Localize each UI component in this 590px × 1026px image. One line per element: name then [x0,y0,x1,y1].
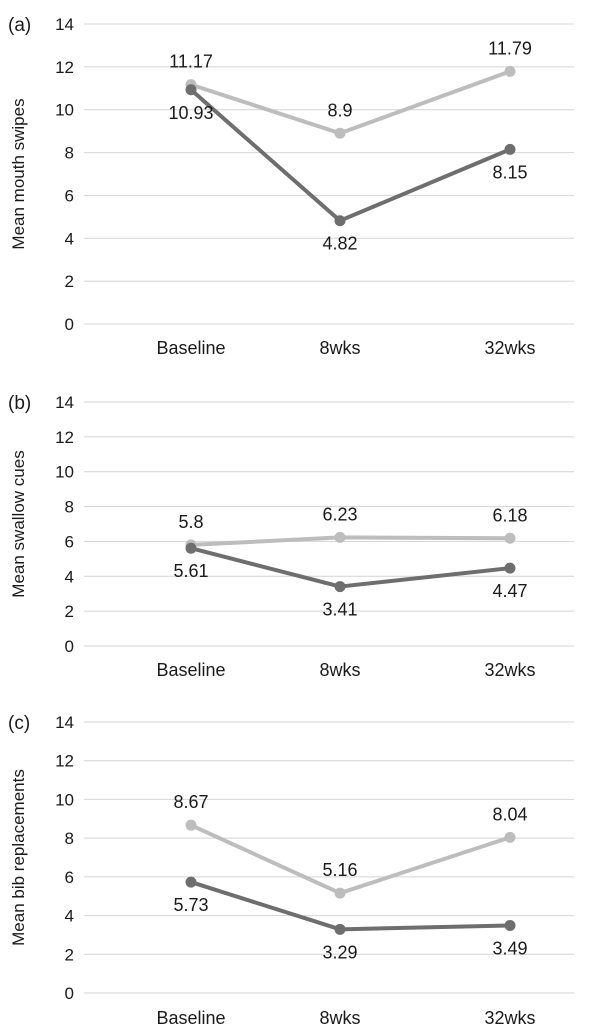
data-point [334,531,346,543]
y-tick-label: 12 [55,752,74,771]
data-point [334,215,346,227]
y-tick-label: 4 [65,907,74,926]
y-tick-label: 4 [65,229,74,248]
y-tick-label: 12 [55,428,74,447]
y-tick-label: 12 [55,58,74,77]
panel-label: (b) [8,393,31,414]
x-tick-label: 8wks [319,338,360,358]
data-label: 6.23 [322,504,357,524]
y-tick-label: 0 [65,315,74,334]
data-label: 6.18 [492,505,527,525]
data-point [185,819,197,831]
panel-label: (a) [8,15,31,36]
data-point [504,143,516,155]
data-label: 3.49 [492,938,527,958]
data-label: 4.82 [322,234,357,254]
y-tick-label: 2 [65,602,74,621]
y-tick-label: 10 [55,463,74,482]
data-point [185,542,197,554]
x-tick-label: Baseline [156,338,225,358]
data-label: 8.15 [492,162,527,182]
x-tick-label: 32wks [484,1008,535,1026]
y-tick-label: 14 [55,15,74,34]
data-label: 11.17 [169,52,213,72]
y-tick-label: 6 [65,532,74,551]
data-point [504,532,516,544]
data-label: 8.9 [327,100,352,120]
x-tick-label: 32wks [484,338,535,358]
data-label: 3.41 [322,600,357,620]
y-tick-label: 6 [65,868,74,887]
data-point [334,887,346,899]
y-tick-label: 10 [55,101,74,120]
y-tick-label: 8 [65,829,74,848]
series-line [189,546,512,589]
data-point [185,84,197,96]
data-point [504,831,516,843]
y-tick-label: 14 [55,393,74,412]
x-tick-label: 8wks [319,1008,360,1026]
x-tick-label: Baseline [156,1008,225,1026]
data-label: 10.93 [168,103,213,123]
data-point [334,127,346,139]
data-label: 5.73 [173,895,208,915]
y-axis-title: Mean bib replacements [9,769,28,946]
data-label: 3.29 [322,942,357,962]
x-tick-label: 32wks [484,660,535,680]
y-tick-label: 2 [65,272,74,291]
y-axis-title: Mean swallow cues [9,450,28,597]
data-point [334,923,346,935]
y-tick-label: 14 [55,713,74,732]
x-tick-label: Baseline [156,660,225,680]
data-label: 5.8 [178,512,203,532]
panel-label: (c) [8,713,30,734]
data-label: 5.16 [322,860,357,880]
y-tick-label: 2 [65,945,74,964]
y-tick-label: 6 [65,186,74,205]
data-point [334,581,346,593]
data-point [504,562,516,574]
y-tick-label: 8 [65,498,74,517]
data-point [504,65,516,77]
data-label: 8.04 [492,804,527,824]
y-tick-label: 8 [65,144,74,163]
y-tick-label: 0 [65,984,74,1003]
y-tick-label: 10 [55,790,74,809]
y-tick-label: 4 [65,567,74,586]
data-label: 5.61 [173,561,208,581]
data-point [185,876,197,888]
data-label: 11.79 [488,38,532,58]
x-tick-label: 8wks [319,660,360,680]
y-axis-title: Mean mouth swipes [9,98,28,249]
data-label: 4.47 [492,581,527,601]
y-tick-label: 0 [65,637,74,656]
data-point [504,919,516,931]
data-label: 8.67 [173,792,208,812]
